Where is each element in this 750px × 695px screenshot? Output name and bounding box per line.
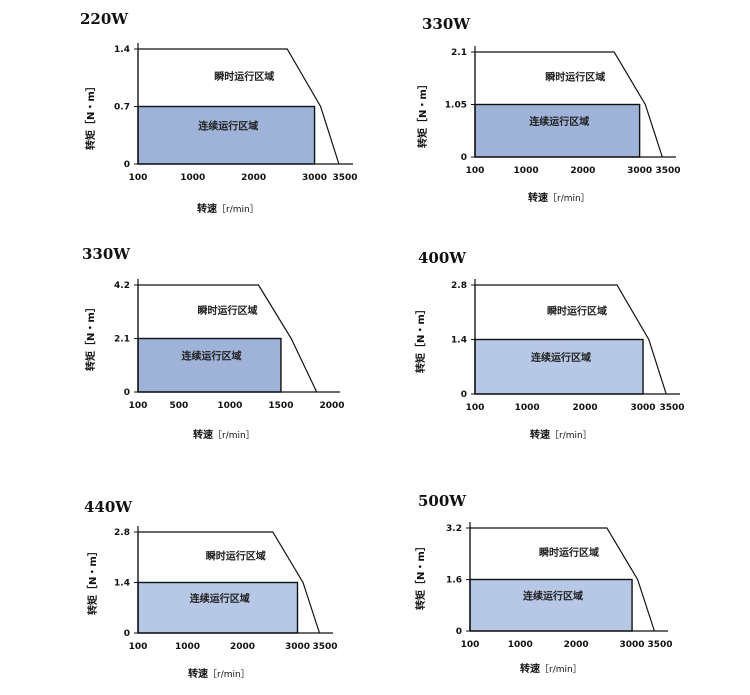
continuous-region-label: 连续运行区域 <box>181 349 241 362</box>
x-tick-label: 2000 <box>570 166 595 176</box>
instantaneous-region-label: 瞬时运行区域 <box>545 70 605 83</box>
x-axis-label: 转速［r/min］ <box>193 430 255 441</box>
x-tick-label: 1000 <box>514 166 539 176</box>
continuous-region <box>137 105 316 165</box>
x-tick-label: 1000 <box>217 401 242 411</box>
chart-title: 330W <box>422 15 471 33</box>
y-tick-label: 1.6 <box>446 576 462 586</box>
y-tick-label: 0 <box>456 627 462 637</box>
y-tick-label: 2.1 <box>451 48 467 58</box>
y-tick-label: 0 <box>461 153 467 163</box>
chart-title: 330W <box>82 245 131 263</box>
x-tick-label: 500 <box>169 401 188 411</box>
x-tick-label: 2000 <box>230 642 255 652</box>
y-tick-label: 0 <box>124 388 130 398</box>
x-tick-label: 1000 <box>180 173 205 183</box>
continuous-region <box>137 337 282 393</box>
chart-panel-330w-b: 330W 转矩［N・m］ 0 2.1 4.2 100 500 1000 1500 2000 连续… <box>60 245 360 445</box>
chart-plot: 0 1.6 3.2 100 1000 2000 3000 3500 连续运行区域 瞬时运行区域 <box>446 522 673 650</box>
x-tick-label: 100 <box>129 401 148 411</box>
chart-plot: 0 0.7 1.4 100 1000 2000 3000 3500 连续运行区域 瞬时运行区域 <box>114 43 358 183</box>
x-tick-label: 100 <box>129 642 148 652</box>
y-tick-label: 1.4 <box>451 336 467 346</box>
x-tick-label: 2000 <box>319 401 344 411</box>
y-tick-label: 4.2 <box>114 281 130 291</box>
continuous-region <box>474 103 641 158</box>
continuous-region-label: 连续运行区域 <box>523 589 583 602</box>
x-tick-label: 3500 <box>655 166 680 176</box>
chart-title: 220W <box>80 10 129 28</box>
x-tick-label: 3000 <box>620 640 645 650</box>
x-tick-label: 1500 <box>268 401 293 411</box>
y-tick-label: 2.8 <box>114 528 130 538</box>
x-tick-label: 3000 <box>285 642 310 652</box>
instantaneous-region-label: 瞬时运行区域 <box>547 304 607 317</box>
x-tick-label: 3000 <box>302 173 327 183</box>
x-tick-label: 3500 <box>312 642 337 652</box>
y-tick-label: 1.4 <box>114 45 130 55</box>
continuous-region <box>469 578 633 632</box>
y-tick-label: 0 <box>461 390 467 400</box>
continuous-region <box>474 338 644 395</box>
x-tick-label: 100 <box>461 640 480 650</box>
y-tick-label: 0 <box>124 160 130 170</box>
chart-panel-500w: 500W 转矩［N・m］ 0 1.6 3.2 100 1000 2000 3000 3500 连… <box>400 490 700 690</box>
instantaneous-region-label: 瞬时运行区域 <box>539 546 599 559</box>
chart-plot: 0 1.4 2.8 100 1000 2000 3000 3500 连续运行区域 瞬时运行区域 <box>114 526 338 652</box>
x-tick-label: 1000 <box>515 403 540 413</box>
x-tick-label: 1000 <box>175 642 200 652</box>
x-tick-label: 3500 <box>332 173 357 183</box>
x-tick-label: 2000 <box>241 173 266 183</box>
x-tick-label: 100 <box>129 173 148 183</box>
continuous-region-label: 连续运行区域 <box>529 115 589 128</box>
chart-plot: 0 1.4 2.8 100 1000 2000 3000 3500 连续运行区域 瞬时运行区域 <box>451 279 685 413</box>
x-tick-label: 2000 <box>573 403 598 413</box>
x-tick-label: 3500 <box>659 403 684 413</box>
continuous-region-label: 连续运行区域 <box>531 351 591 364</box>
chart-panel-440w: 440W 转矩［N・m］ 0 1.4 2.8 100 1000 2000 3000 3500 连… <box>60 495 360 695</box>
chart-panel-330w-a: 330W 转矩［N・m］ 0 1.05 2.1 100 1000 2000 3000 3500… <box>400 15 700 215</box>
x-axis-label: 转速［r/min］ <box>197 204 259 215</box>
continuous-region-label: 连续运行区域 <box>190 592 250 605</box>
chart-plot: 0 2.1 4.2 100 500 1000 1500 2000 连续运行区域 瞬时运行区域 <box>114 279 345 411</box>
y-tick-label: 2.1 <box>114 335 130 345</box>
x-axis-label: 转速［r/min］ <box>188 669 250 680</box>
x-tick-label: 2000 <box>564 640 589 650</box>
instantaneous-region-label: 瞬时运行区域 <box>206 549 266 562</box>
x-tick-label: 100 <box>466 166 485 176</box>
chart-panel-400w: 400W 转矩［N・m］ 0 1.4 2.8 100 1000 2000 3000 3500 连… <box>400 245 700 445</box>
y-tick-label: 2.8 <box>451 281 467 291</box>
chart-title: 500W <box>418 492 467 510</box>
y-tick-label: 0.7 <box>114 103 130 113</box>
x-tick-label: 100 <box>466 403 485 413</box>
x-tick-label: 3500 <box>647 640 672 650</box>
x-tick-label: 1000 <box>508 640 533 650</box>
chart-plot: 0 1.05 2.1 100 1000 2000 3000 3500 连续运行区域 瞬时运行区域 <box>445 46 681 176</box>
x-tick-label: 3000 <box>627 166 652 176</box>
y-tick-label: 1.05 <box>445 101 467 111</box>
chart-panel-220w-a: 220W 转矩［N・m］ 0 0.7 1.4 100 1000 2000 3000 3500 连… <box>60 10 360 215</box>
instantaneous-region-label: 瞬时运行区域 <box>197 304 257 317</box>
continuous-region-label: 连续运行区域 <box>198 119 258 132</box>
x-axis-label: 转速［r/min］ <box>530 430 592 441</box>
y-tick-label: 1.4 <box>114 579 130 589</box>
y-tick-label: 0 <box>124 629 130 639</box>
x-axis-label: 转速［r/min］ <box>528 193 590 204</box>
chart-title: 400W <box>418 249 467 267</box>
continuous-region <box>137 581 299 634</box>
y-tick-label: 3.2 <box>446 524 462 534</box>
instantaneous-region-label: 瞬时运行区域 <box>214 70 274 83</box>
chart-title: 440W <box>84 498 133 516</box>
x-axis-label: 转速［r/min］ <box>520 664 582 675</box>
x-tick-label: 3000 <box>630 403 655 413</box>
